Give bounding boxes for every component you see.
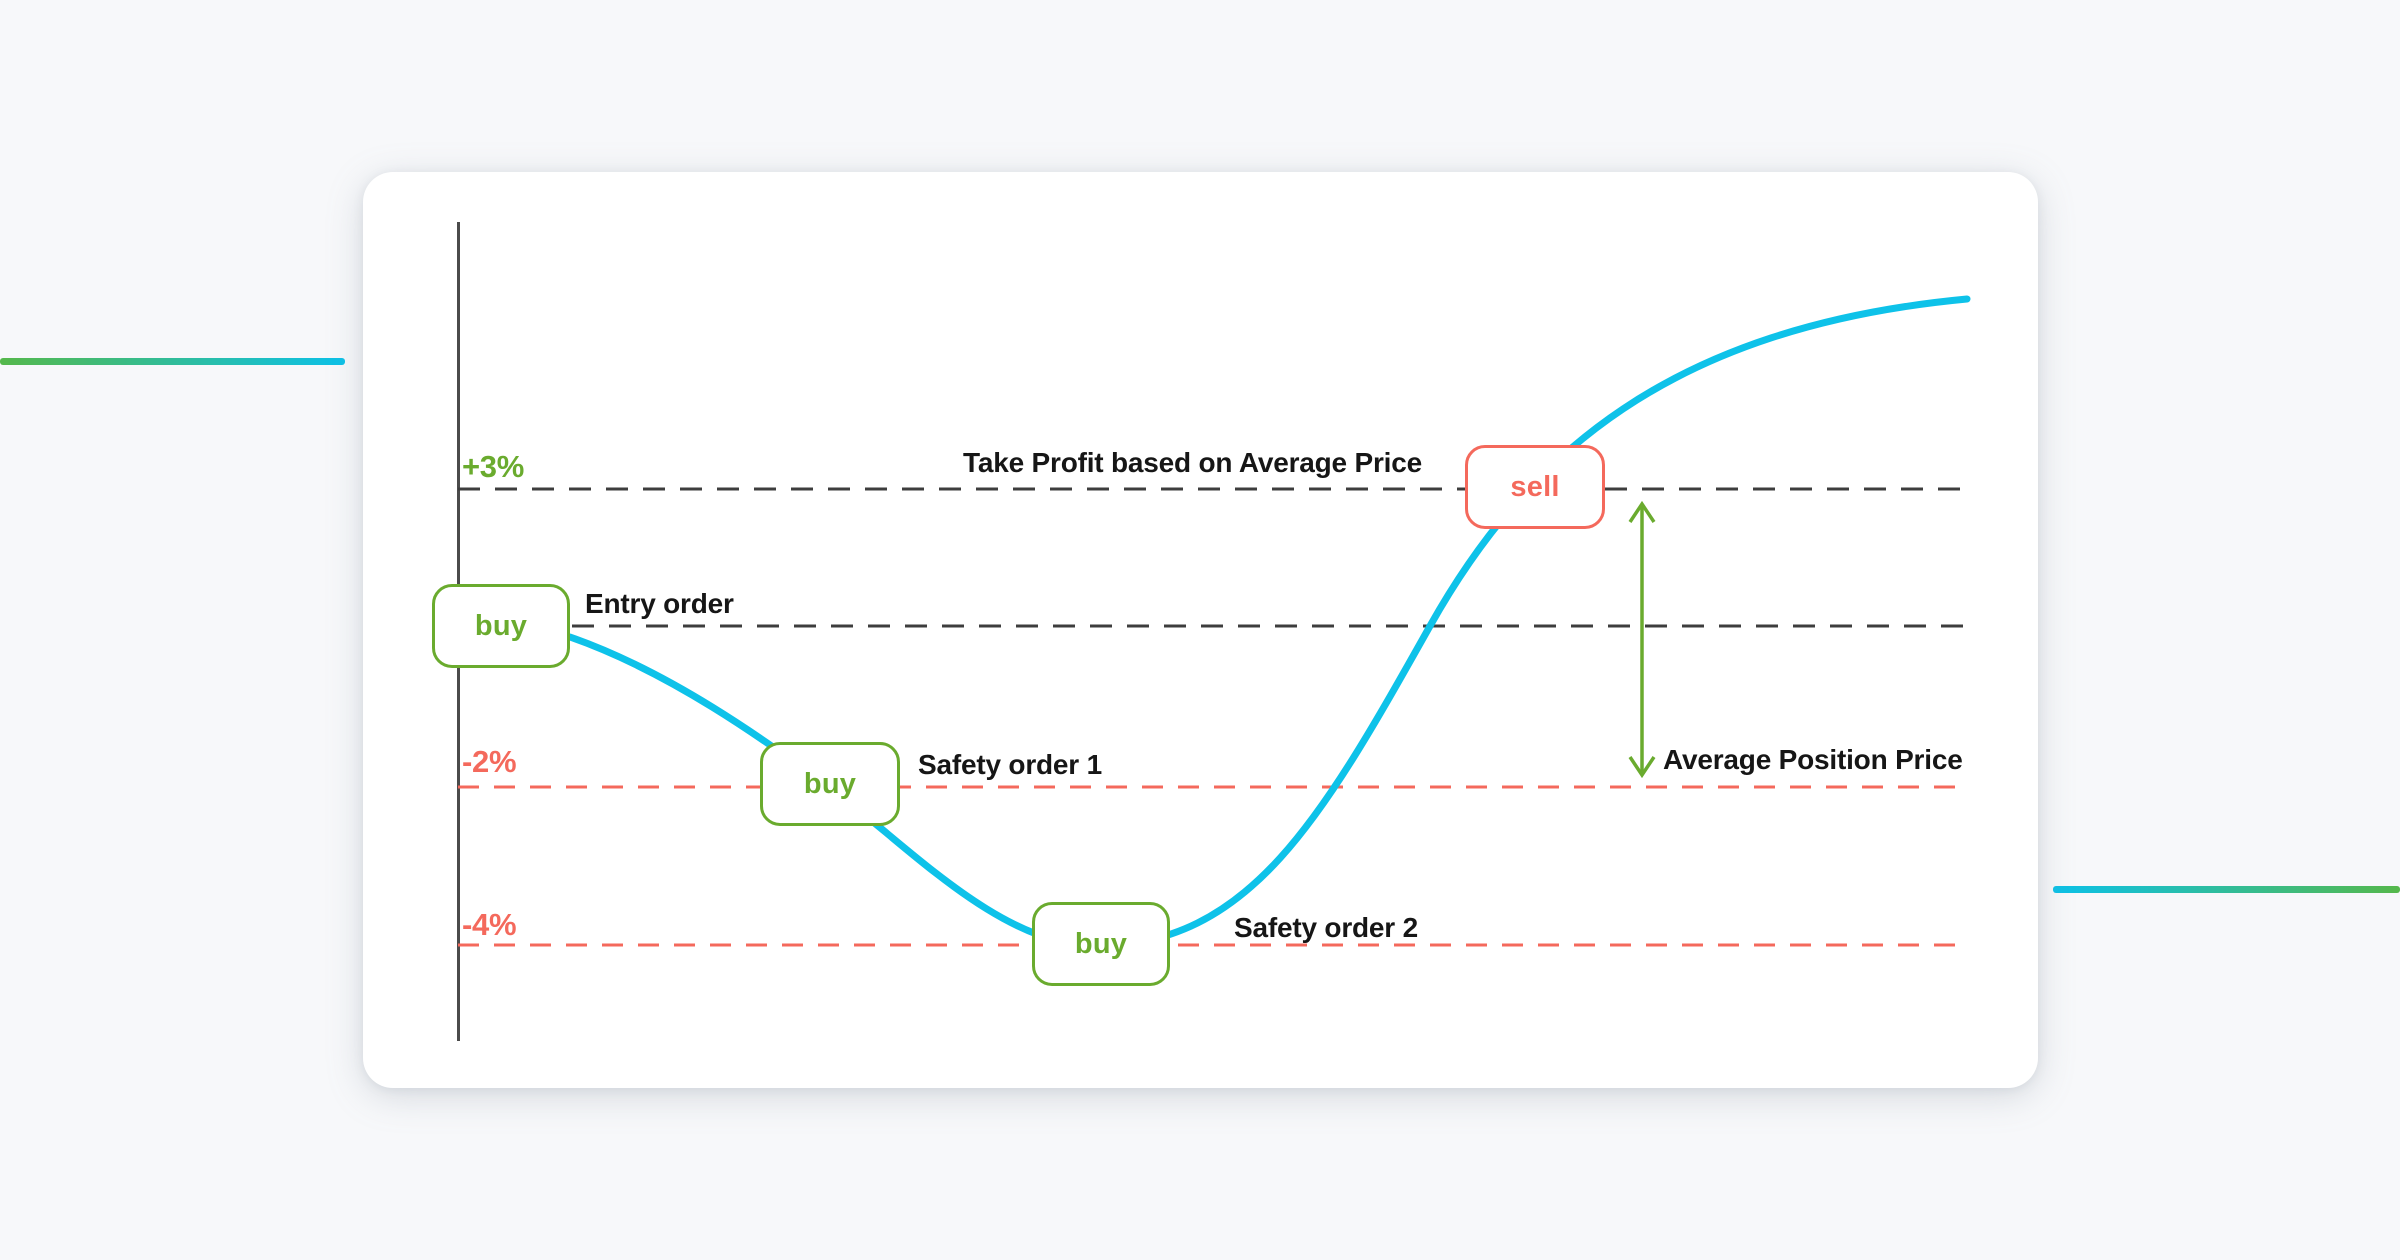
entry-buy-button[interactable]: buy bbox=[432, 584, 570, 668]
take-profit-label: Take Profit based on Average Price bbox=[963, 447, 1423, 478]
safety-order-2-percent-label: -4% bbox=[462, 907, 517, 942]
take-profit-sell-button[interactable]: sell bbox=[1465, 445, 1605, 529]
right-gradient-accent-line bbox=[2053, 886, 2400, 893]
strategy-diagram-card bbox=[363, 172, 2038, 1088]
safety-order-1-buy-button[interactable]: buy bbox=[760, 742, 900, 826]
left-gradient-accent-line bbox=[0, 358, 345, 365]
safety-order-1-percent-label: -2% bbox=[462, 744, 517, 779]
take-profit-percent-label: +3% bbox=[462, 449, 525, 484]
entry-order-label: Entry order bbox=[585, 588, 734, 619]
safety-order-1-label: Safety order 1 bbox=[918, 749, 1102, 780]
safety-order-2-buy-button[interactable]: buy bbox=[1032, 902, 1170, 986]
average-position-price-label: Average Position Price bbox=[1663, 744, 1963, 775]
safety-order-2-label: Safety order 2 bbox=[1234, 912, 1418, 943]
